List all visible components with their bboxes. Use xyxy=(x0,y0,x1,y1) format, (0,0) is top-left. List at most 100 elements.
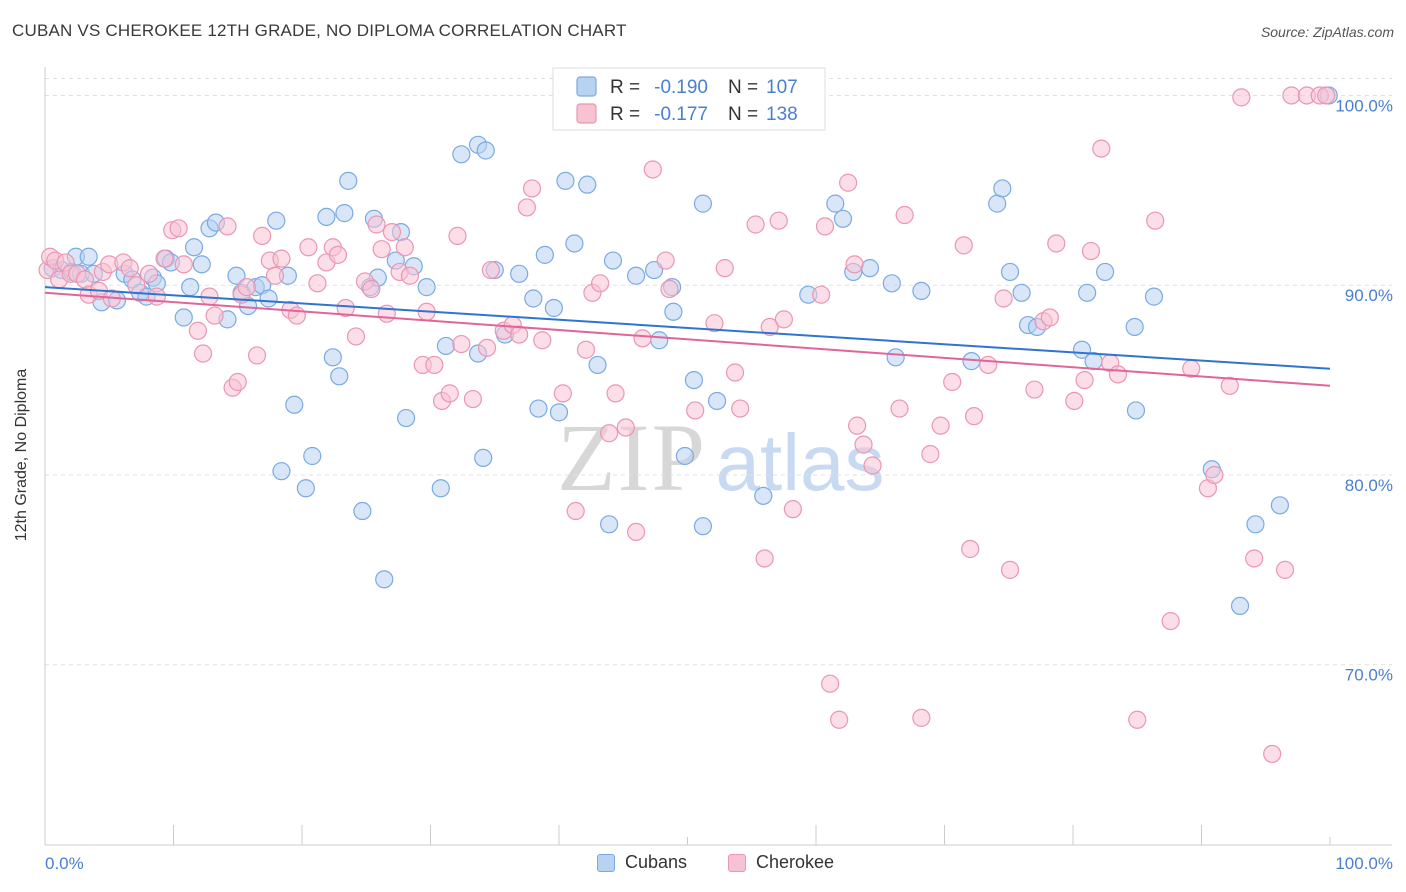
cherokee-point xyxy=(848,416,867,435)
cherokee-point xyxy=(566,501,585,521)
cubans-point xyxy=(1000,262,1020,282)
cubans-point xyxy=(1012,283,1031,302)
cubans-point xyxy=(476,141,495,160)
cubans-point xyxy=(549,403,569,422)
cubans-swatch xyxy=(597,853,615,872)
cherokee-point xyxy=(725,363,745,382)
cherokee-point xyxy=(591,274,610,293)
cubans-point xyxy=(529,399,548,418)
cubans-point xyxy=(296,479,315,498)
cubans-point xyxy=(396,408,416,428)
cherokee-point xyxy=(656,251,675,270)
cherokee-point xyxy=(372,240,391,259)
cubans-point xyxy=(626,266,646,285)
cubans-point xyxy=(1078,283,1097,302)
cherokee-point xyxy=(533,331,552,350)
cherokee-point xyxy=(328,245,348,264)
cubans-point xyxy=(600,515,619,534)
cherokee-point xyxy=(812,285,831,304)
cherokee-point xyxy=(895,205,914,225)
x-tick-label: 100.0% xyxy=(1335,854,1393,873)
cubans-trend-line xyxy=(44,286,1331,370)
cherokee-point xyxy=(218,217,237,236)
cherokee-point xyxy=(120,259,139,278)
legend-item-cubans[interactable]: Cubans xyxy=(597,852,687,873)
cubans-point xyxy=(174,308,193,327)
cubans-point xyxy=(912,281,931,301)
cherokee-point xyxy=(553,384,572,403)
cherokee-point xyxy=(1220,376,1239,395)
cherokee-point xyxy=(912,708,931,727)
legend-r-value: -0.190 xyxy=(654,77,708,98)
cherokee-point xyxy=(452,334,471,354)
cubans-point xyxy=(886,348,905,367)
legend-label-cubans: Cubans xyxy=(625,852,688,872)
cherokee-point xyxy=(346,327,366,346)
cherokee-point xyxy=(1282,86,1301,105)
cherokee-point xyxy=(964,407,984,426)
top-legend-box xyxy=(552,67,826,131)
cubans-point xyxy=(436,336,456,356)
cherokee-point xyxy=(1161,611,1180,631)
cubans-point xyxy=(693,517,713,536)
cherokee-point xyxy=(1275,560,1295,579)
cubans-point xyxy=(524,289,543,308)
cubans-point xyxy=(267,211,286,230)
cherokee-point xyxy=(228,372,247,392)
y-tick-label: 70.0% xyxy=(1345,666,1393,685)
cherokee-point xyxy=(517,198,536,217)
cherokee-point xyxy=(769,211,788,230)
cubans-point xyxy=(826,194,845,213)
cubans-point xyxy=(603,251,623,270)
cherokee-point xyxy=(626,522,646,542)
cubans-point xyxy=(259,289,278,308)
cubans-legend-swatch xyxy=(576,76,597,97)
cherokee-point xyxy=(1245,549,1264,568)
legend-r-label: R = xyxy=(610,77,640,98)
cherokee-point xyxy=(265,266,285,285)
cubans-point xyxy=(79,247,98,266)
cherokee-point xyxy=(139,264,159,283)
cubans-point xyxy=(317,207,336,227)
cubans-point xyxy=(335,204,354,223)
cherokee-point xyxy=(1263,744,1282,764)
legend-r-value: -0.177 xyxy=(654,104,708,125)
cherokee-point xyxy=(147,287,166,306)
cherokee-point xyxy=(1317,86,1336,105)
cubans-point xyxy=(330,367,349,386)
cherokee-point xyxy=(1205,465,1224,485)
cherokee-legend-swatch xyxy=(576,103,597,124)
cubans-point xyxy=(754,486,773,505)
cherokee-point xyxy=(1065,391,1084,411)
cherokee-point xyxy=(400,266,420,285)
cherokee-point xyxy=(247,346,267,365)
cherokee-point xyxy=(633,329,652,348)
cherokee-point xyxy=(522,179,542,198)
cherokee-point xyxy=(188,321,208,340)
cherokee-point xyxy=(863,456,882,475)
cubans-point xyxy=(1230,596,1250,616)
cherokee-point xyxy=(961,539,980,559)
cherokee-point xyxy=(299,238,318,257)
cubans-point xyxy=(339,171,358,190)
cubans-point xyxy=(1084,352,1103,371)
cherokee-point xyxy=(760,317,779,337)
cherokee-point xyxy=(686,401,705,420)
cubans-point xyxy=(882,274,901,293)
legend-item-cherokee[interactable]: Cherokee xyxy=(728,852,834,873)
cherokee-point xyxy=(1025,380,1044,399)
cubans-point xyxy=(588,355,607,375)
y-tick-label: 100.0% xyxy=(1335,96,1393,115)
cherokee-point xyxy=(272,249,291,268)
cherokee-point xyxy=(1081,241,1101,261)
cherokee-point xyxy=(715,259,734,278)
cubans-point xyxy=(375,570,394,589)
cubans-point xyxy=(578,175,597,194)
cherokee-point xyxy=(576,340,596,359)
cherokee-point xyxy=(821,674,840,693)
cubans-point xyxy=(417,278,436,297)
cherokee-point xyxy=(643,160,662,179)
cubans-point xyxy=(510,264,529,283)
cherokee-point xyxy=(1108,365,1128,384)
